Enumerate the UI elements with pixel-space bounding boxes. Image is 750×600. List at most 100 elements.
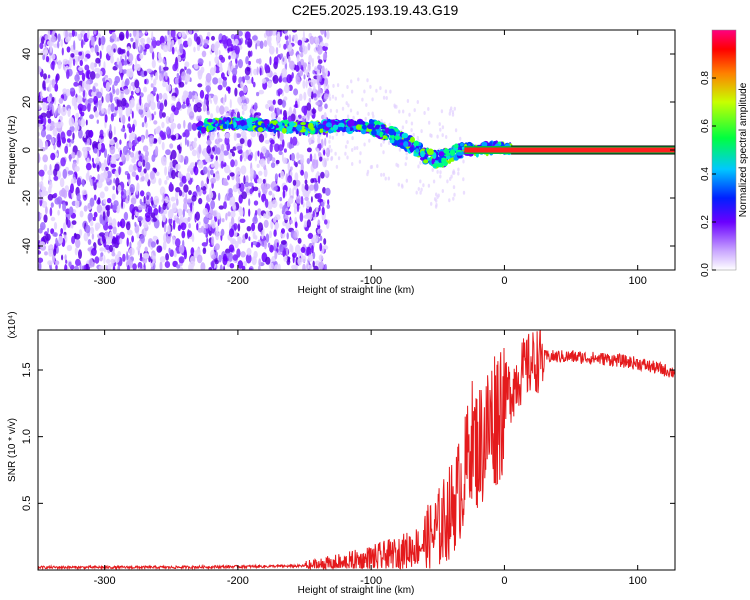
noise-point (167, 224, 171, 235)
noise-point (208, 267, 212, 270)
noise-point (57, 33, 61, 42)
noise-point (267, 242, 271, 248)
noise-point (54, 260, 60, 266)
noise-point (247, 154, 253, 161)
noise-point (120, 190, 124, 196)
top-x-tick-label: 100 (629, 275, 647, 287)
noise-point (129, 85, 132, 92)
top-y-tick-label: 0 (21, 147, 33, 153)
noise-point (350, 89, 354, 94)
noise-point (108, 225, 113, 230)
noise-point (346, 85, 349, 89)
noise-point (98, 265, 105, 270)
ridge-point (382, 135, 388, 139)
noise-point (38, 250, 41, 255)
noise-point (62, 168, 68, 179)
noise-point (264, 132, 268, 139)
noise-point (301, 39, 305, 49)
noise-point (125, 221, 131, 231)
noise-point (365, 103, 368, 107)
noise-point (155, 171, 160, 177)
noise-point (128, 164, 134, 173)
noise-point (244, 39, 248, 45)
noise-point (225, 112, 230, 119)
noise-point (133, 163, 138, 171)
top-x-tick-label: -300 (94, 275, 116, 287)
noise-point (242, 238, 246, 244)
colorbar-label: Normalized spectral amplitude (738, 82, 749, 217)
noise-point (114, 254, 120, 263)
noise-point (184, 77, 187, 83)
ridge-point (379, 131, 383, 138)
noise-point (120, 218, 126, 229)
noise-point (366, 169, 370, 174)
noise-point (223, 265, 226, 270)
noise-point (52, 62, 55, 71)
noise-point (308, 54, 313, 64)
noise-point (198, 115, 202, 121)
noise-point (289, 219, 293, 224)
noise-point (146, 37, 151, 44)
noise-point (115, 88, 120, 96)
noise-point (180, 222, 187, 231)
noise-point (176, 101, 182, 110)
ridge-point (271, 120, 278, 125)
noise-point (322, 52, 328, 60)
ridge-point (217, 126, 221, 131)
noise-point (107, 153, 110, 164)
noise-point (368, 138, 371, 143)
noise-point (380, 143, 383, 147)
noise-point (405, 156, 408, 161)
noise-point (75, 238, 81, 249)
noise-point (51, 78, 56, 89)
noise-point (227, 175, 230, 181)
noise-point (219, 105, 225, 115)
noise-point (65, 216, 68, 226)
noise-point (143, 51, 147, 56)
noise-point (181, 104, 187, 109)
noise-point (184, 136, 187, 146)
noise-point (120, 73, 123, 81)
noise-point (359, 151, 362, 156)
noise-point (105, 204, 111, 211)
noise-point (212, 146, 215, 152)
noise-point (74, 265, 79, 270)
noise-point (147, 205, 153, 215)
noise-point (164, 180, 168, 185)
noise-point (251, 241, 253, 248)
noise-point (306, 246, 312, 257)
noise-point (250, 130, 257, 138)
noise-point (49, 41, 54, 46)
noise-point (328, 96, 332, 101)
noise-point (269, 262, 274, 270)
noise-point (325, 187, 331, 196)
bottom-x-axis-label: Height of straight line (km) (298, 585, 415, 596)
noise-point (162, 81, 167, 88)
noise-point (103, 198, 107, 204)
noise-point (186, 139, 189, 147)
noise-point (384, 89, 388, 94)
noise-point (337, 156, 341, 161)
noise-point (47, 74, 51, 79)
noise-point (196, 44, 201, 52)
ridge-point (413, 153, 419, 157)
noise-point (205, 232, 208, 238)
noise-point (216, 225, 219, 233)
noise-point (48, 102, 54, 111)
ridge-point (456, 152, 464, 156)
noise-point (184, 91, 190, 97)
noise-point (49, 265, 53, 270)
noise-point (45, 233, 51, 241)
noise-point (274, 173, 278, 182)
noise-point (183, 184, 189, 193)
noise-point (307, 232, 314, 239)
noise-point (237, 96, 243, 104)
noise-point (164, 99, 168, 107)
noise-point (325, 149, 328, 153)
noise-point (115, 141, 119, 149)
noise-point (80, 39, 84, 49)
noise-point (323, 149, 326, 156)
noise-point (264, 183, 271, 190)
ridge-point (373, 120, 381, 125)
ridge-point (388, 128, 395, 136)
